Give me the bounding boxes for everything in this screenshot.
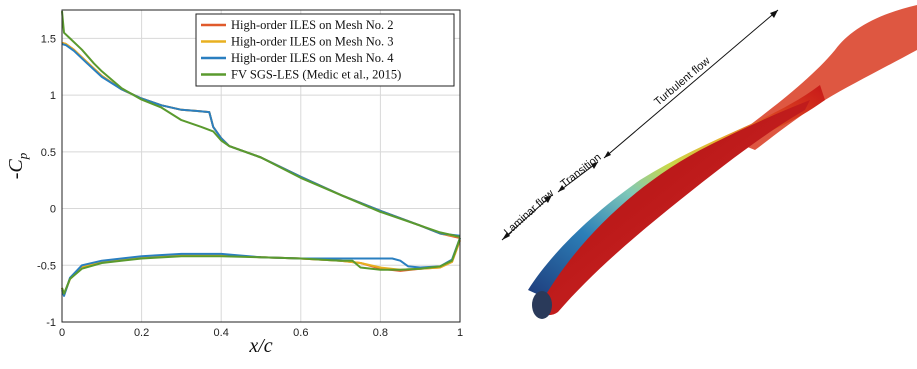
series-layer — [61, 11, 461, 297]
airfoil-flow-image: Laminar flow Transition Turbulent flow — [501, 5, 917, 319]
x-tick-label: 0.2 — [134, 327, 149, 339]
y-tick-label: 1 — [50, 90, 56, 102]
x-tick-label: 0 — [59, 327, 65, 339]
flow-visualization: Laminar flow Transition Turbulent flow — [480, 0, 917, 364]
x-tick-label: 1 — [457, 327, 463, 339]
legend-entry: High-order ILES on Mesh No. 2 — [231, 18, 393, 32]
x-tick-label: 0.8 — [373, 327, 388, 339]
transition-annotation: Transition — [557, 151, 604, 193]
y-tick-label: 0.5 — [41, 147, 56, 159]
cp-chart: 0 0.2 0.4 0.6 0.8 1 -1 -0.5 0 0.5 1 1.5 x/c -Cp Hig… — [5, 9, 463, 357]
cp-chart-panel: 0 0.2 0.4 0.6 0.8 1 -1 -0.5 0 0.5 1 1.5 x/c -Cp Hig… — [5, 9, 463, 357]
leading-edge — [532, 291, 552, 319]
legend: High-order ILES on Mesh No. 2 High-order … — [195, 13, 455, 87]
series-line-4-lower — [61, 237, 461, 295]
legend-box — [195, 13, 455, 87]
laminar-flow-annotation: Laminar flow — [501, 188, 556, 241]
series-line-3-lower — [61, 237, 461, 297]
y-tick-label: 0 — [50, 204, 56, 216]
y-tick-label: -1 — [46, 317, 56, 329]
y-axis-label: -Cp — [5, 152, 30, 179]
x-axis-label: x/c — [248, 335, 272, 357]
y-tick-label: 1.5 — [41, 33, 56, 45]
series-line-1-lower — [61, 239, 461, 296]
legend-entry: High-order ILES on Mesh No. 3 — [231, 35, 393, 49]
airfoil — [539, 100, 810, 316]
transition-label: Transition — [558, 151, 603, 190]
legend-entry: FV SGS-LES (Medic et al., 2015) — [231, 68, 401, 82]
y-tick-label: -0.5 — [37, 260, 56, 272]
x-tick-label: 0.6 — [293, 327, 308, 339]
tick-labels: 0 0.2 0.4 0.6 0.8 1 -1 -0.5 0 0.5 1 1.5 — [37, 33, 463, 339]
series-line-2-lower — [61, 239, 461, 296]
turbulent-flow-label: Turbulent flow — [652, 55, 712, 108]
legend-entry: High-order ILES on Mesh No. 4 — [231, 51, 394, 65]
laminar-flow-label: Laminar flow — [502, 188, 556, 239]
series-line-4-upper — [61, 11, 461, 238]
x-tick-label: 0.4 — [214, 327, 229, 339]
plot-frame — [61, 9, 461, 323]
